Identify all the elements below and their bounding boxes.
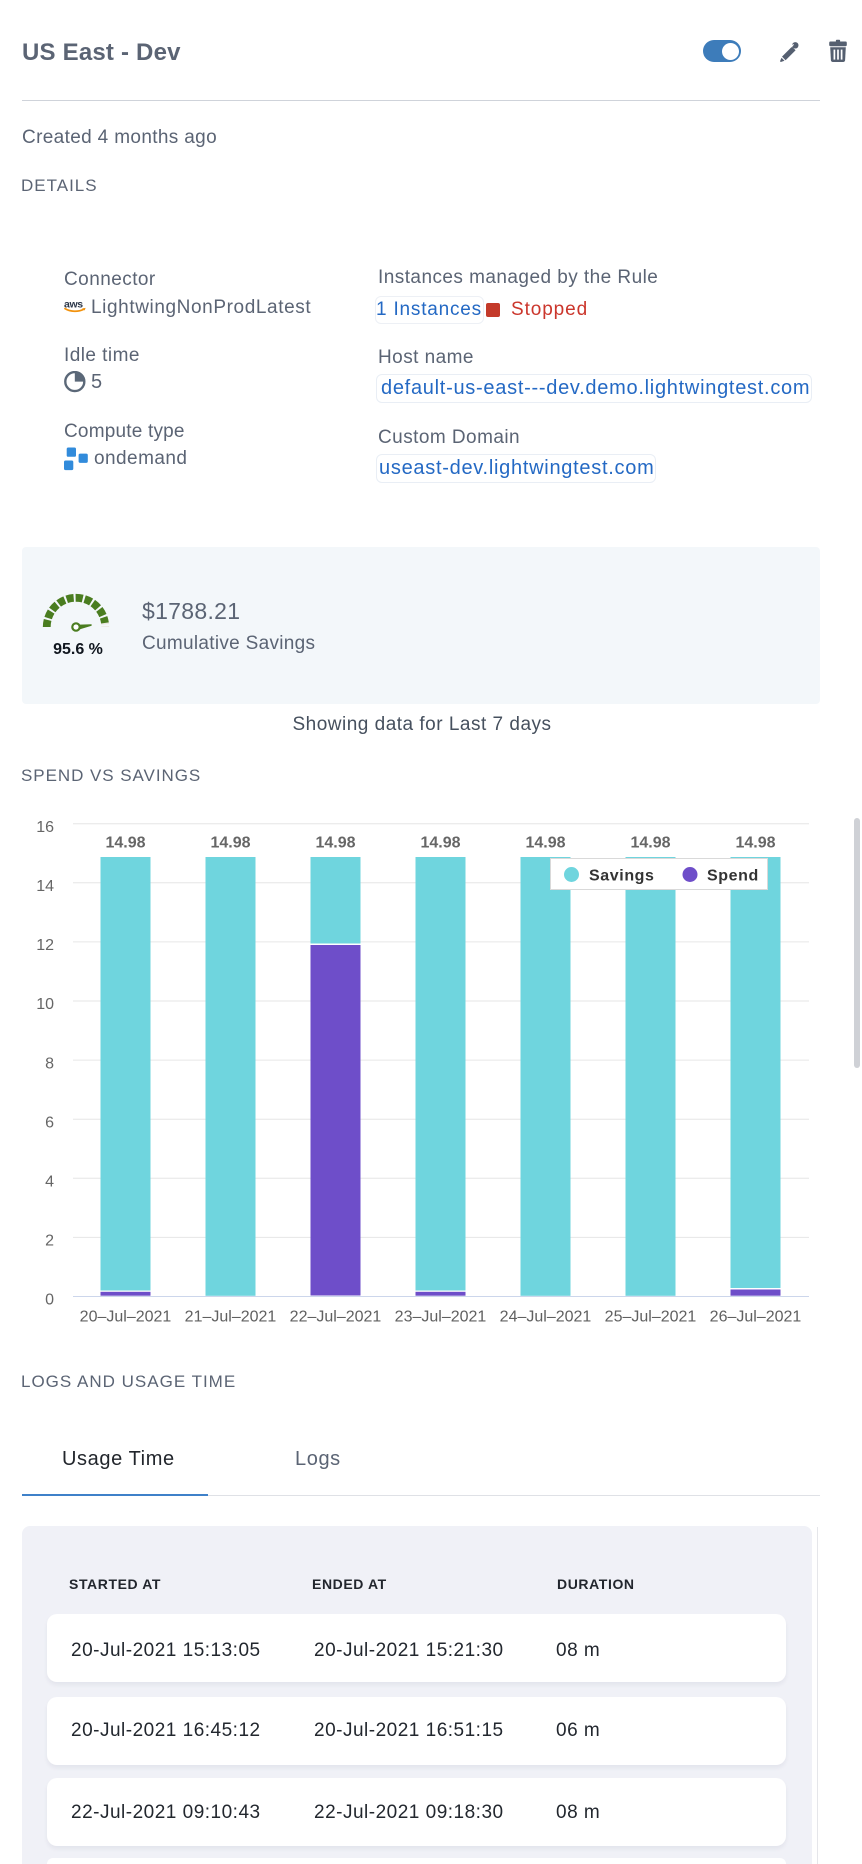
svg-text:20–Jul–2021: 20–Jul–2021 (80, 1309, 172, 1326)
svg-text:12: 12 (36, 937, 54, 954)
svg-text:0: 0 (45, 1292, 54, 1309)
svg-text:14.98: 14.98 (420, 835, 460, 852)
svg-text:14.98: 14.98 (735, 835, 775, 852)
svg-text:26–Jul–2021: 26–Jul–2021 (710, 1309, 802, 1326)
svg-text:aws: aws (64, 299, 83, 311)
svg-text:14.98: 14.98 (630, 835, 670, 852)
svg-text:14.98: 14.98 (105, 835, 145, 852)
svg-text:4: 4 (45, 1174, 54, 1191)
svg-text:25–Jul–2021: 25–Jul–2021 (605, 1309, 697, 1326)
svg-text:8: 8 (45, 1055, 54, 1072)
svg-text:22–Jul–2021: 22–Jul–2021 (290, 1309, 382, 1326)
svg-text:Savings: Savings (589, 868, 655, 885)
svg-text:14.98: 14.98 (525, 835, 565, 852)
svg-text:16: 16 (36, 819, 54, 836)
svg-text:Spend: Spend (707, 868, 759, 885)
svg-text:23–Jul–2021: 23–Jul–2021 (395, 1309, 487, 1326)
svg-text:10: 10 (36, 996, 54, 1013)
svg-text:14.98: 14.98 (315, 835, 355, 852)
svg-text:2: 2 (45, 1233, 54, 1250)
svg-text:14: 14 (36, 878, 54, 895)
svg-text:6: 6 (45, 1114, 54, 1131)
svg-text:21–Jul–2021: 21–Jul–2021 (185, 1309, 277, 1326)
svg-text:14.98: 14.98 (210, 835, 250, 852)
svg-text:24–Jul–2021: 24–Jul–2021 (500, 1309, 592, 1326)
